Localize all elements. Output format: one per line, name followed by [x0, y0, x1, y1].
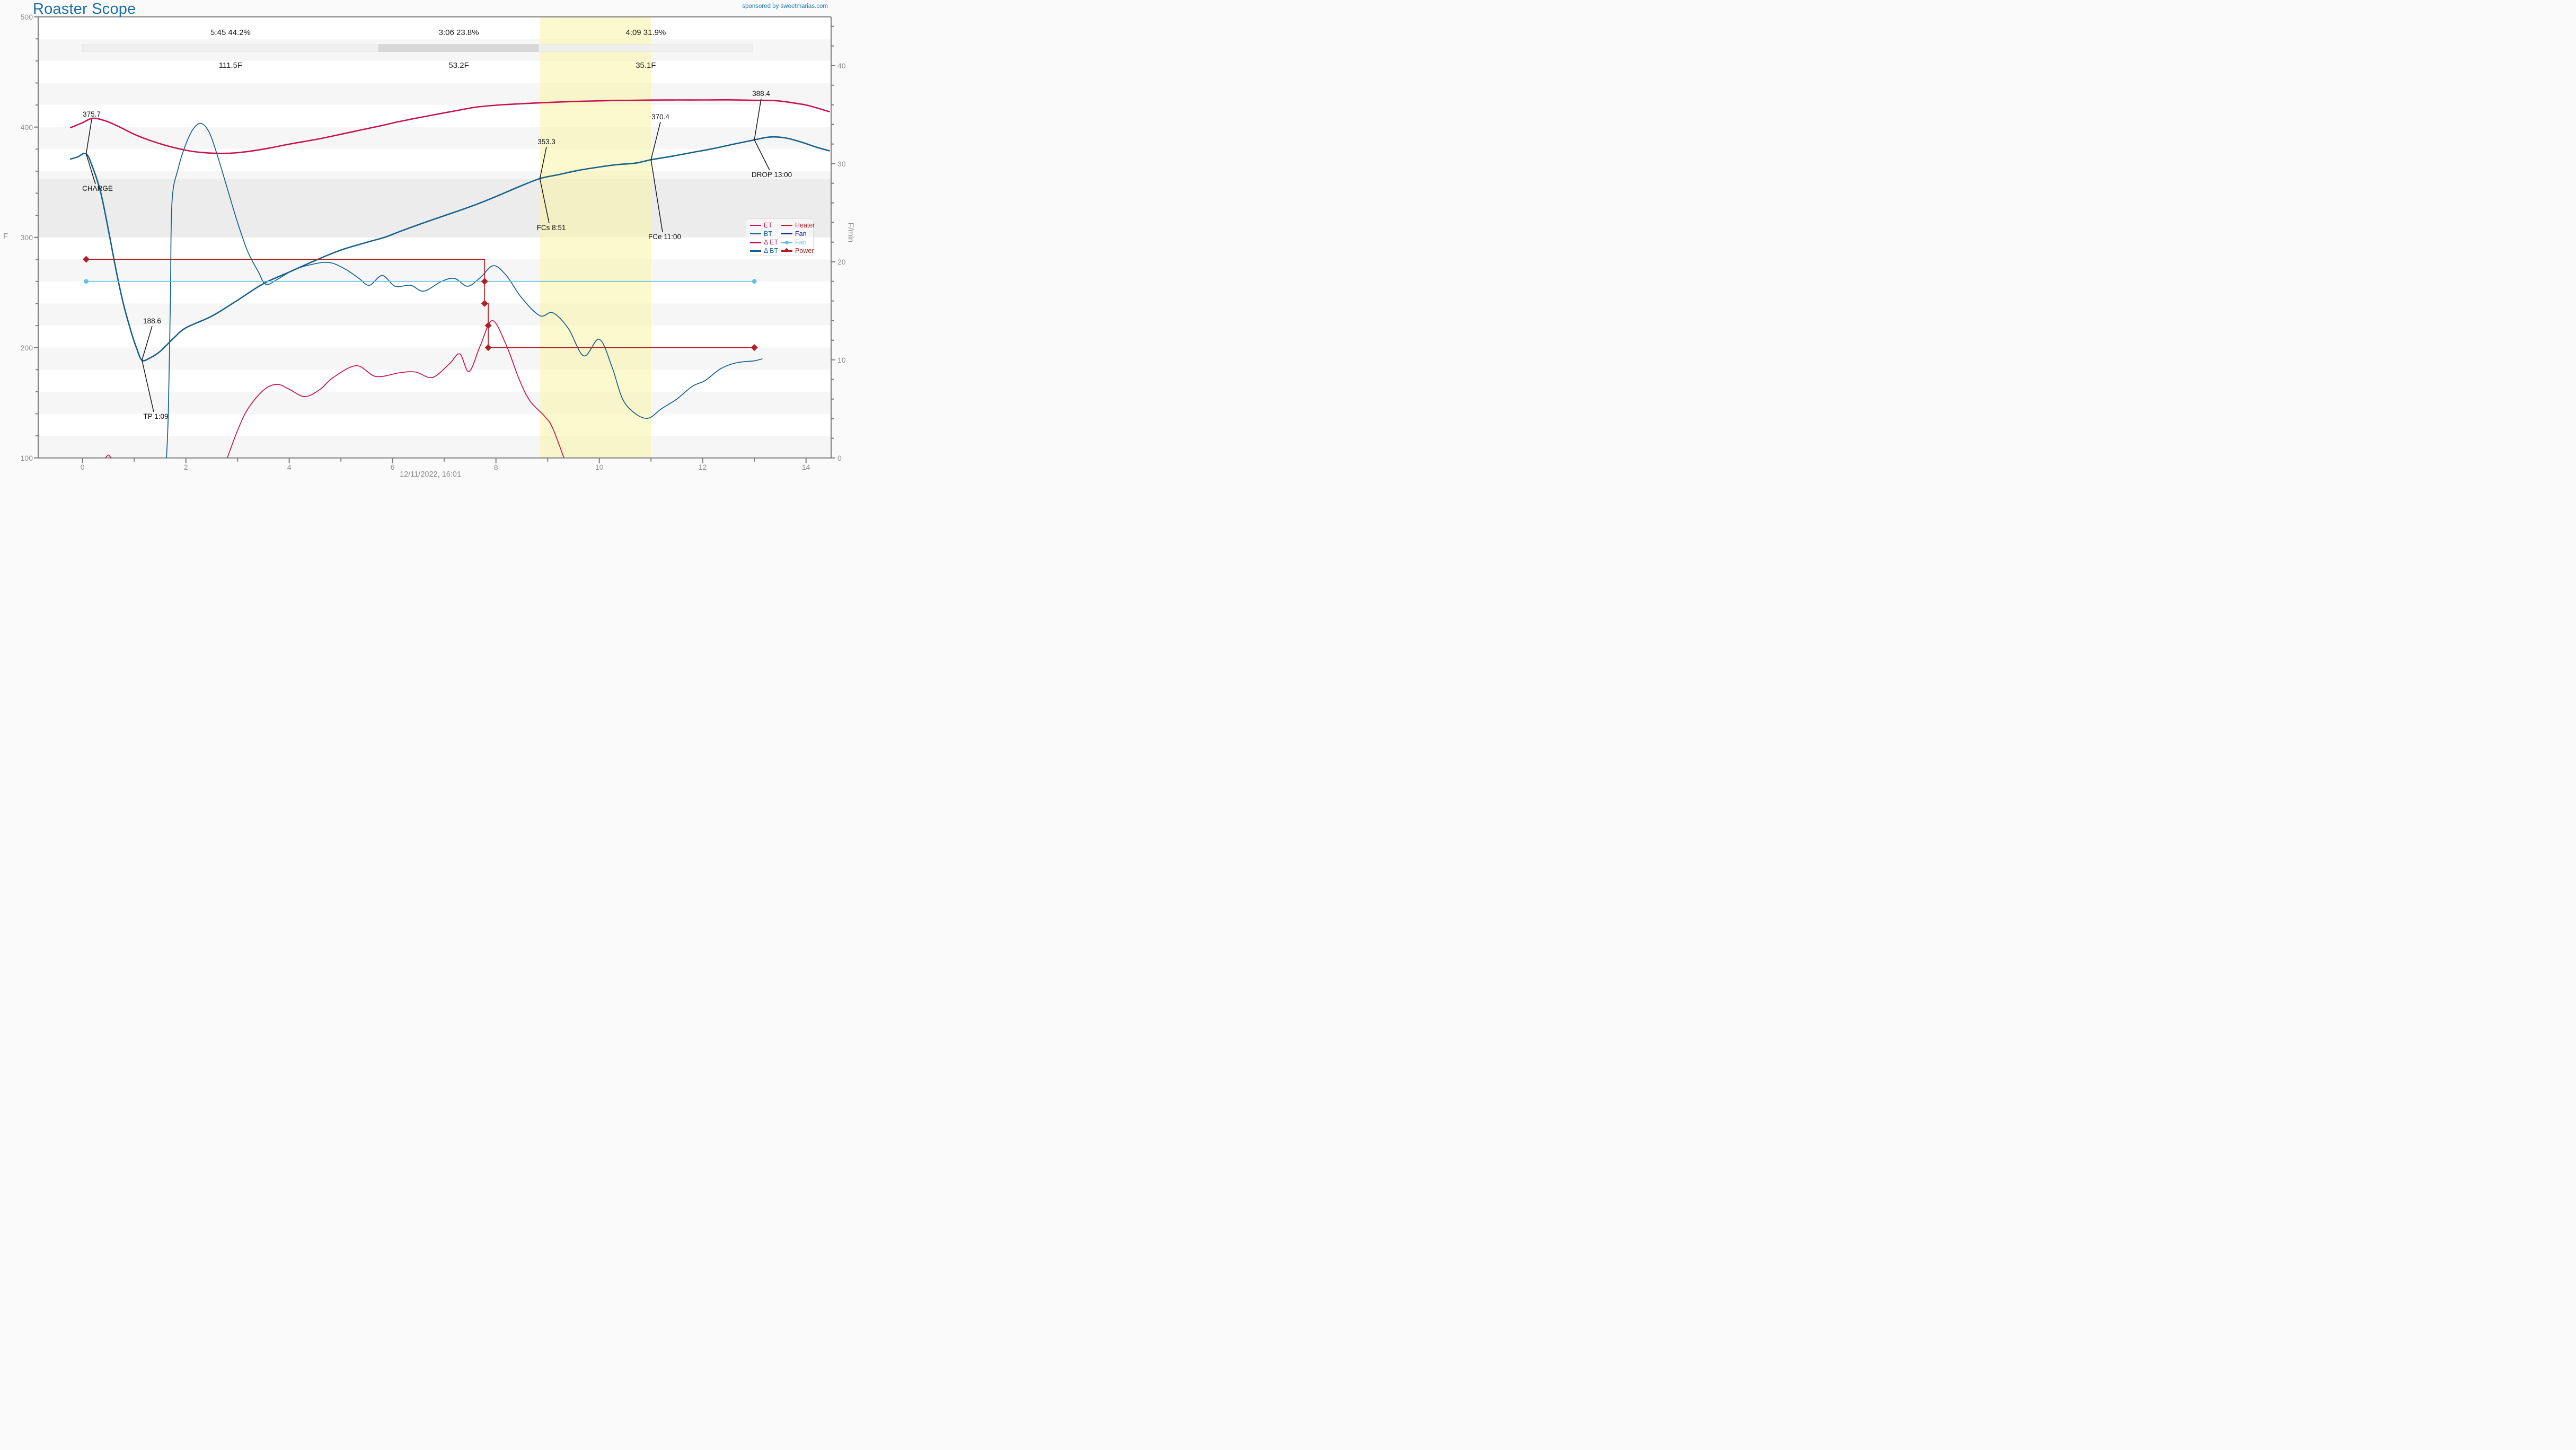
- curves-layer: [70, 99, 830, 458]
- leader-line-tp: [142, 326, 154, 412]
- legend-item-fan-6[interactable]: Fan: [781, 238, 815, 247]
- y-left-tick-label: 100: [20, 453, 33, 462]
- roast-profile-chart[interactable]: [0, 0, 859, 484]
- phase-time-label: 4:09 31.9%: [625, 28, 666, 37]
- line-swatch-icon: [781, 224, 792, 226]
- fan-marker: [84, 279, 89, 284]
- event-value-drop: 388.4: [752, 90, 770, 98]
- leader-line-fcs: [539, 146, 550, 224]
- legend-label: Δ ET: [764, 238, 779, 246]
- grid-stripe: [38, 83, 831, 106]
- right-axis-unit: F/min: [846, 222, 855, 243]
- power-marker: [484, 322, 492, 329]
- left-axis-unit: F: [3, 232, 8, 241]
- legend-label: Fan: [795, 230, 807, 238]
- phase-bar-segment-3[interactable]: [538, 44, 753, 52]
- grid-stripe: [38, 391, 831, 414]
- phase-bar-segment-2[interactable]: [378, 44, 539, 52]
- phase-time-label: 3:06 23.8%: [438, 28, 479, 37]
- fan-line-icon: [781, 240, 792, 244]
- event-label-fcs: FCs 8:51: [536, 224, 566, 232]
- x-axis-date-label: 12/11/2022, 16:01: [400, 470, 461, 479]
- y-right-tick-label: 40: [837, 61, 846, 70]
- event-label-drop: DROP 13:00: [751, 171, 792, 179]
- phase-temp-label: 111.5F: [218, 61, 243, 70]
- legend-column-controls: Heater Fan Fan Power: [781, 221, 815, 256]
- legend-item-heater-4[interactable]: Heater: [781, 221, 815, 230]
- y-left-tick-label: 300: [20, 233, 33, 242]
- y-right-tick-label: 10: [837, 355, 846, 364]
- legend-label: ET: [764, 221, 772, 229]
- curve-bt: [70, 136, 830, 362]
- fan-marker: [752, 279, 757, 284]
- legend-label: Power: [795, 247, 814, 255]
- phase-temp-label: 35.1F: [636, 61, 656, 70]
- line-swatch-icon: [750, 233, 761, 235]
- x-tick-label: 12: [698, 463, 707, 471]
- leader-line-fce: [650, 121, 663, 233]
- event-value-fcs: 353.3: [537, 138, 555, 146]
- event-label-charge: CHARGE: [82, 184, 113, 192]
- legend-item-power-7[interactable]: Power: [781, 247, 815, 256]
- legend-item-et-0[interactable]: ET: [750, 221, 778, 230]
- legend-item-δ-bt-3[interactable]: Δ BT: [750, 247, 778, 256]
- power-marker: [484, 344, 492, 351]
- legend-label: BT: [764, 230, 772, 238]
- legend-label: Heater: [795, 221, 815, 229]
- x-tick-label: 4: [287, 463, 292, 471]
- grid-stripe: [38, 127, 831, 150]
- line-swatch-icon: [750, 224, 761, 226]
- event-label-tp: TP 1:09: [143, 412, 169, 420]
- x-tick-label: 0: [80, 463, 85, 471]
- sponsor-link[interactable]: sponsored by sweetmarias.com: [742, 3, 828, 10]
- leader-line-charge: [85, 119, 96, 184]
- line-swatch-icon: [750, 250, 761, 252]
- power-marker: [481, 300, 488, 307]
- grid-stripe: [38, 259, 831, 282]
- curve-det: [226, 320, 564, 458]
- x-tick-label: 8: [493, 463, 498, 471]
- page-title: Roaster Scope: [33, 1, 136, 17]
- legend-item-δ-et-2[interactable]: Δ ET: [750, 238, 778, 247]
- power-marker: [481, 278, 488, 285]
- legend-label: Δ BT: [764, 247, 779, 255]
- y-left-tick-label: 200: [20, 343, 33, 352]
- event-label-fce: FCe 11:00: [648, 233, 682, 241]
- roaster-scope-app: Roaster Scope sponsored by sweetmarias.c…: [0, 0, 859, 484]
- mid-gray-band: [38, 179, 831, 238]
- x-tick-label: 14: [801, 463, 810, 471]
- curve-dbt: [166, 122, 763, 458]
- y-left-tick-label: 500: [20, 12, 33, 21]
- y-right-tick-label: 0: [837, 453, 842, 462]
- legend-label: Fan: [795, 238, 807, 246]
- legend-item-fan-5[interactable]: Fan: [781, 230, 815, 238]
- power-line-icon: [781, 248, 792, 253]
- curve-det_blip: [105, 454, 112, 458]
- line-swatch-icon: [750, 242, 761, 243]
- phase-bar-segment-1[interactable]: [82, 44, 380, 52]
- leader-line-drop: [754, 98, 770, 171]
- x-tick-label: 2: [183, 463, 188, 471]
- grid-stripe: [38, 436, 831, 458]
- event-value-charge: 375.7: [83, 110, 101, 118]
- line-swatch-icon: [781, 233, 792, 235]
- event-value-tp: 188.6: [143, 317, 161, 325]
- phase-temp-label: 53.2F: [448, 61, 469, 70]
- x-tick-label: 6: [390, 463, 395, 471]
- legend: ET BT Δ ET Δ BT Heater Fan Fan Power: [746, 218, 815, 256]
- legend-column-curves: ET BT Δ ET Δ BT: [750, 221, 778, 256]
- phase-time-label: 5:45 44.2%: [210, 28, 251, 37]
- y-right-tick-label: 30: [837, 159, 846, 168]
- power-marker: [83, 256, 90, 263]
- curve-et: [70, 99, 830, 154]
- x-tick-label: 10: [595, 463, 604, 471]
- legend-item-bt-1[interactable]: BT: [750, 230, 778, 238]
- y-left-tick-label: 400: [20, 122, 33, 131]
- grid-stripe: [38, 347, 831, 370]
- y-right-tick-label: 20: [837, 257, 846, 266]
- power-marker: [751, 344, 758, 351]
- event-value-fce: 370.4: [651, 113, 669, 121]
- development-phase-band: [540, 16, 651, 458]
